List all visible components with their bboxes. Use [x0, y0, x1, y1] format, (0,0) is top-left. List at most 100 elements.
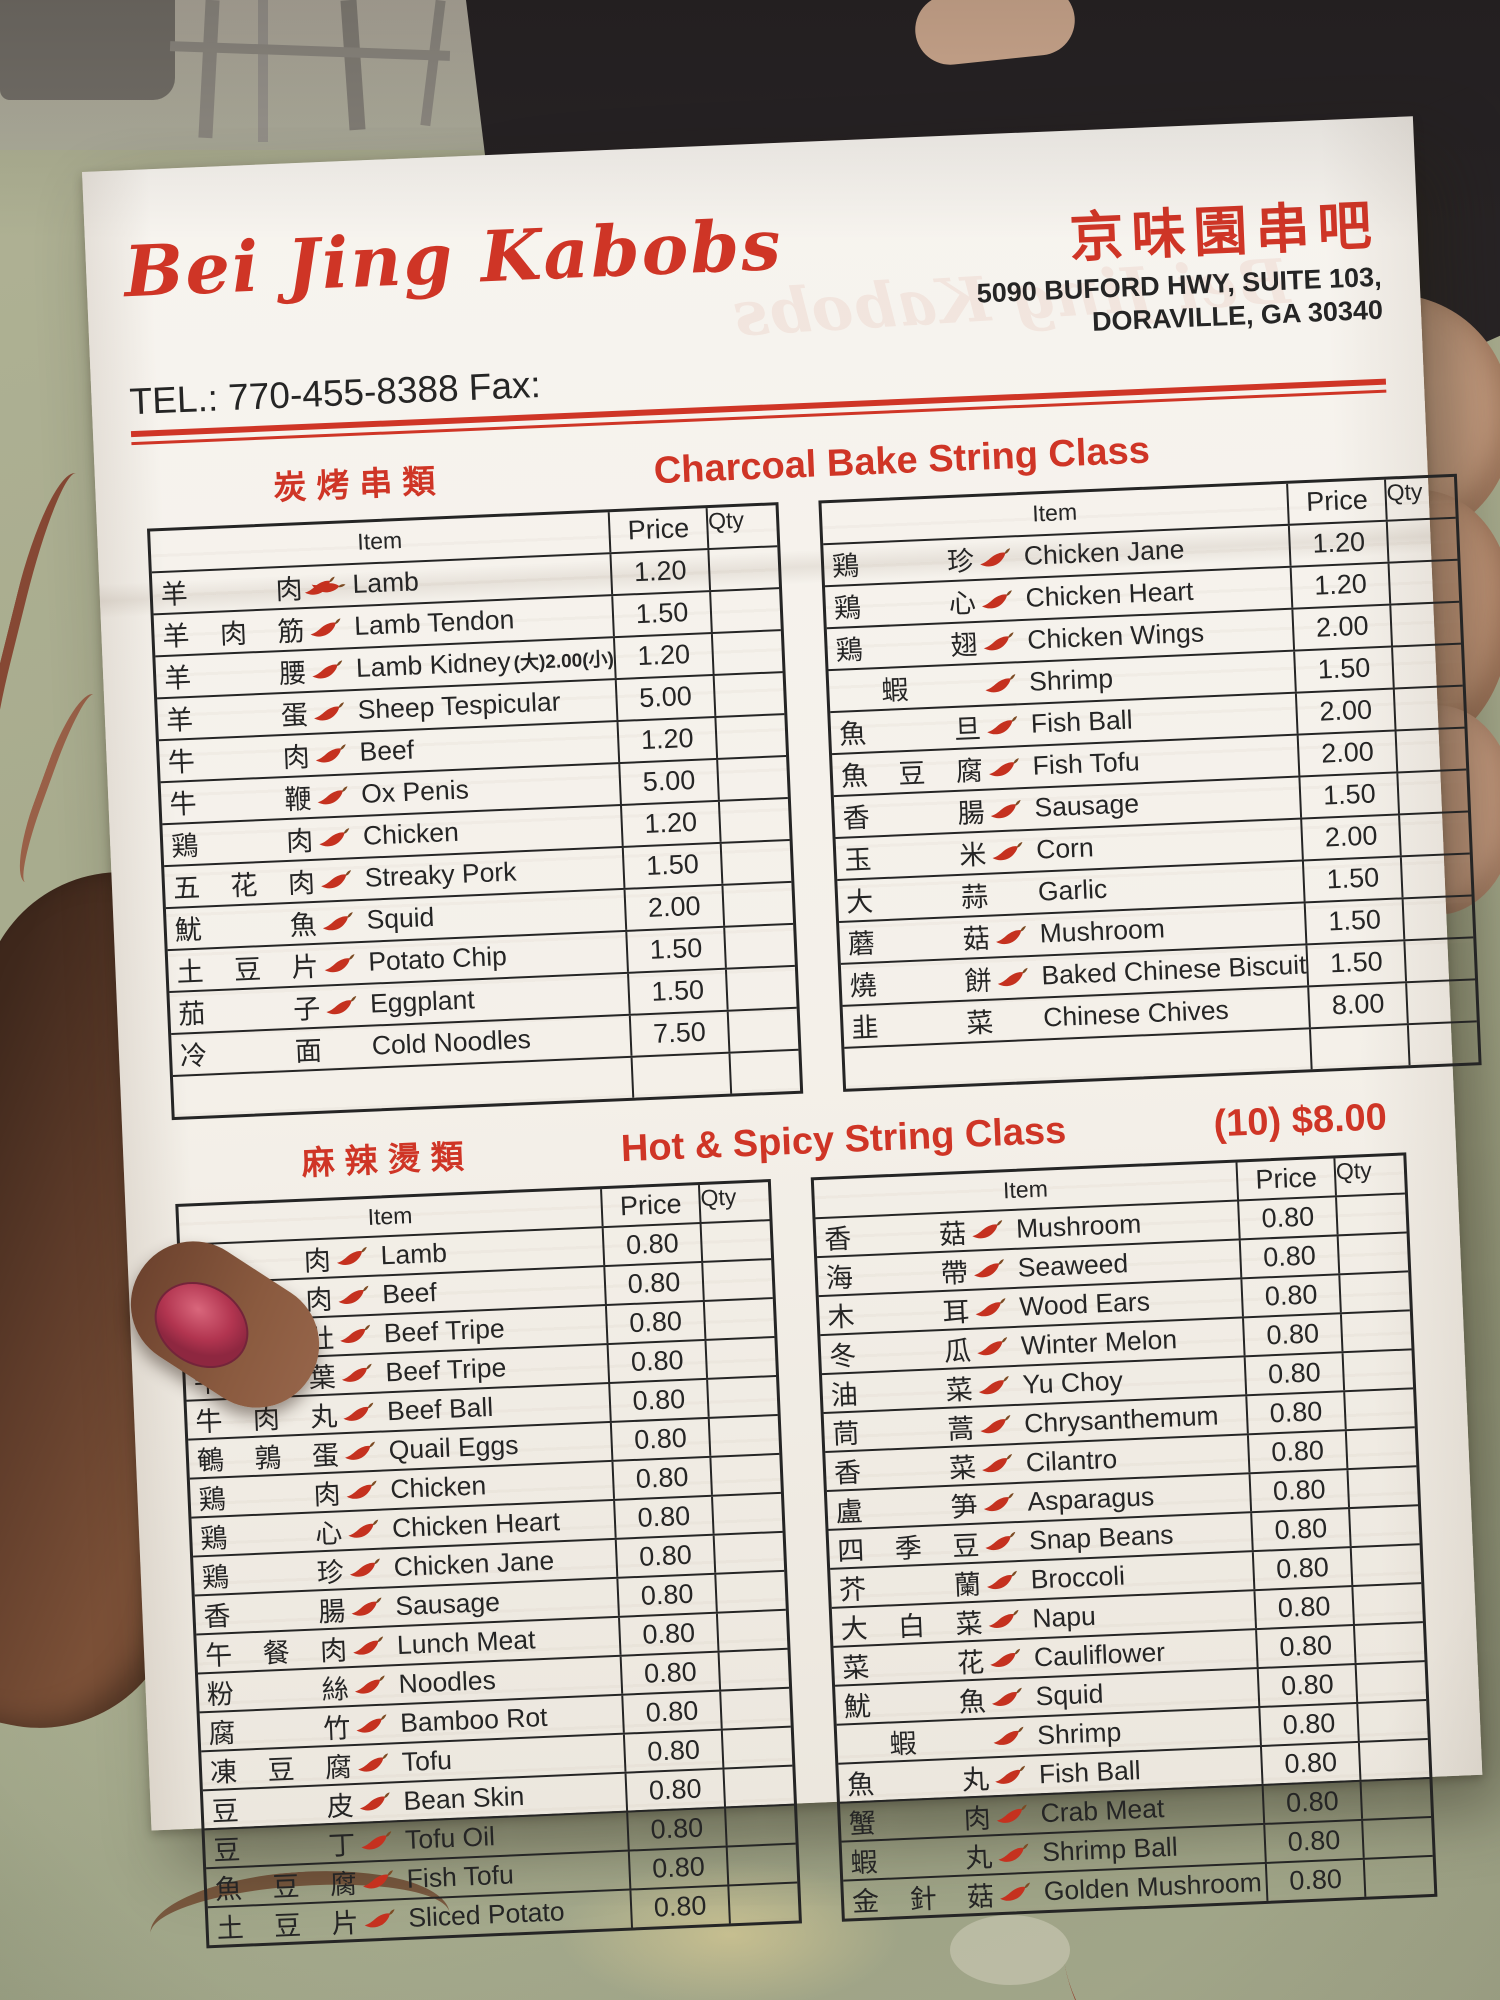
item-price: 0.80: [603, 1262, 705, 1304]
chili-pepper-icon: [971, 1336, 1014, 1358]
item-price: 0.80: [1245, 1392, 1347, 1434]
menu-item-row: 香菜 Cilantro 0.80: [825, 1428, 1417, 1492]
item-qty-cell: [1393, 645, 1463, 688]
item-cell: 香腸 Sausage: [834, 778, 1300, 836]
chili-pepper-icon: [342, 1519, 385, 1541]
menu-item-row: 粉絲 Noodles 0.80: [198, 1649, 790, 1714]
menu-item-row: 魚豆腐 Fish Tofu 2.00: [832, 728, 1467, 797]
item-cell: 鵪鶉蛋 Quail Eggs: [188, 1422, 611, 1479]
item-price: 1.50: [1302, 857, 1404, 902]
item-name-chinese: 蝦: [888, 1728, 918, 1760]
item-name-english: Bamboo Rot: [399, 1701, 549, 1738]
item-name-english: Noodles: [397, 1664, 497, 1699]
menu-item-row: 鶏心 Chicken Heart 1.20: [825, 560, 1460, 630]
menu-item-row: 玉米 Corn 2.00: [835, 812, 1470, 881]
item-name-english: Fish Ball: [1030, 704, 1134, 740]
chili-pepper-icon: [979, 1531, 1022, 1553]
item-qty-cell: [722, 841, 792, 884]
item-price: 5.00: [618, 759, 720, 804]
item-qty-cell: [713, 631, 783, 674]
item-name-english: Bean Skin: [402, 1780, 525, 1816]
item-price: 0.80: [608, 1379, 710, 1421]
item-size-price-note: (大)2.00(小): [513, 649, 615, 675]
chili-pepper-icon: [332, 1285, 375, 1307]
item-cell: 茄子 Eggplant: [169, 974, 628, 1032]
chili-pepper-icon: [985, 1687, 1028, 1709]
item-name-chinese: 土豆片: [216, 1907, 360, 1944]
chili-pepper-glyph: [983, 632, 1014, 651]
chili-pepper-glyph: [310, 618, 341, 637]
menu-item-row: 鶏肉 Chicken 0.80: [189, 1454, 781, 1519]
section-price-note: (10) $8.00: [1212, 1096, 1388, 1146]
column-header-qty: Qty: [699, 1183, 737, 1211]
item-price: 0.80: [1255, 1625, 1357, 1667]
item-name-english: Chicken Wings: [1026, 617, 1205, 656]
item-price: 0.80: [614, 1535, 717, 1577]
chili-pepper-glyph: [997, 967, 1028, 986]
item-name-english: Beef Tripe: [384, 1352, 507, 1388]
item-qty-cell: [1404, 896, 1474, 939]
chili-pepper-glyph: [993, 1727, 1024, 1746]
item-price: 2.00: [1295, 689, 1397, 734]
spicy-left-table: ItemPriceQty羊肉Lamb0.80牛肉Beef0.80牛肚Beef T…: [175, 1178, 802, 1949]
item-qty-cell: [703, 1260, 772, 1300]
item-qty-cell: [718, 757, 788, 800]
item-price: 0.80: [616, 1574, 718, 1616]
item-price: 5.00: [614, 675, 717, 720]
item-price: 1.50: [1298, 773, 1401, 818]
item-name-chinese: 鵪鶉蛋: [196, 1440, 340, 1477]
item-price: 0.80: [622, 1730, 725, 1772]
item-name-chinese: 芥蘭: [838, 1569, 982, 1606]
chili-pepper-glyph: [992, 841, 1023, 861]
menu-item-row: 午餐肉 Lunch Meat 0.80: [196, 1610, 788, 1675]
item-name-chinese: 鶏珍: [201, 1557, 345, 1594]
item-name-english: Golden Mushroom: [1043, 1866, 1263, 1907]
item-qty-cell: [1391, 603, 1461, 646]
table-paint-patch: [950, 1915, 1070, 1985]
item-price: 0.80: [1243, 1353, 1346, 1395]
chili-pepper-glyph: [349, 1558, 380, 1578]
item-name-chinese: 鶏肉: [170, 826, 314, 863]
item-price: 0.80: [1253, 1586, 1355, 1629]
menu-item-row: 香腸 Sausage 1.50: [833, 770, 1469, 839]
item-name-chinese: 金針菇: [851, 1881, 995, 1918]
menu-item-row: 凍豆腐 Tofu 0.80: [201, 1727, 793, 1792]
chili-pepper-glyph: [354, 1675, 385, 1695]
menu-item-row: 蝦 Shrimp 1.50: [828, 644, 1463, 714]
spicy-right-table: Item Price Qty 香菇 Mushroom 0.80 海帶 Seaweed 0.80 木…: [810, 1152, 1438, 1922]
item-price: 1.20: [1288, 521, 1390, 566]
item-cell: 鶏肉 Chicken: [162, 806, 621, 864]
chili-pepper-glyph: [314, 702, 344, 721]
charcoal-left-table: Item Price Qty 羊肉 Lamb 1.20 羊肉筋 Lamb Tendon 1.50…: [146, 502, 804, 1120]
chili-pepper-icon: [306, 659, 349, 681]
chili-pepper-glyph: [343, 1403, 374, 1422]
menu-item-row: 燒餅 Baked Chinese Biscuit 1.50: [840, 938, 1476, 1007]
chili-pepper-icon: [347, 1636, 390, 1658]
menu-item-row: 蝦丸 Shrimp Ball 0.80: [841, 1817, 1433, 1882]
item-cell: [174, 1078, 632, 1097]
chili-pepper-icon: [982, 757, 1025, 779]
chili-pepper-icon: [976, 1453, 1019, 1475]
item-cell: 蟹肉 Crab Meat: [840, 1785, 1263, 1842]
item-name-chinese: 腐竹: [207, 1713, 352, 1749]
menu-item-row: 木耳 Wood Ears 0.80: [818, 1272, 1410, 1336]
item-name-english: Yu Choy: [1021, 1365, 1124, 1400]
chili-pepper-glyph: [322, 911, 353, 931]
column-header-qty: Qty: [707, 506, 745, 534]
chili-pepper-glyph: [338, 1286, 369, 1305]
chili-pepper-icon: [320, 995, 363, 1017]
chili-pepper-icon: [969, 1297, 1012, 1319]
item-name-english: Lamb: [351, 566, 420, 600]
chili-pepper-glyph: [996, 1805, 1027, 1824]
item-cell: 蝦丸 Shrimp Ball: [842, 1824, 1265, 1881]
item-name-english: Winter Melon: [1020, 1324, 1178, 1361]
chili-pepper-glyph: [973, 1259, 1004, 1278]
item-name-chinese: 蝦: [880, 675, 910, 707]
item-price: [1309, 1025, 1411, 1070]
item-name-chinese: 魚丸: [846, 1764, 990, 1801]
item-name-chinese: 鶏心: [833, 588, 977, 625]
item-price: 1.20: [612, 633, 715, 679]
item-cell: 魷魚 Squid: [166, 890, 625, 948]
item-name-chinese: 蘑菇: [847, 924, 991, 960]
